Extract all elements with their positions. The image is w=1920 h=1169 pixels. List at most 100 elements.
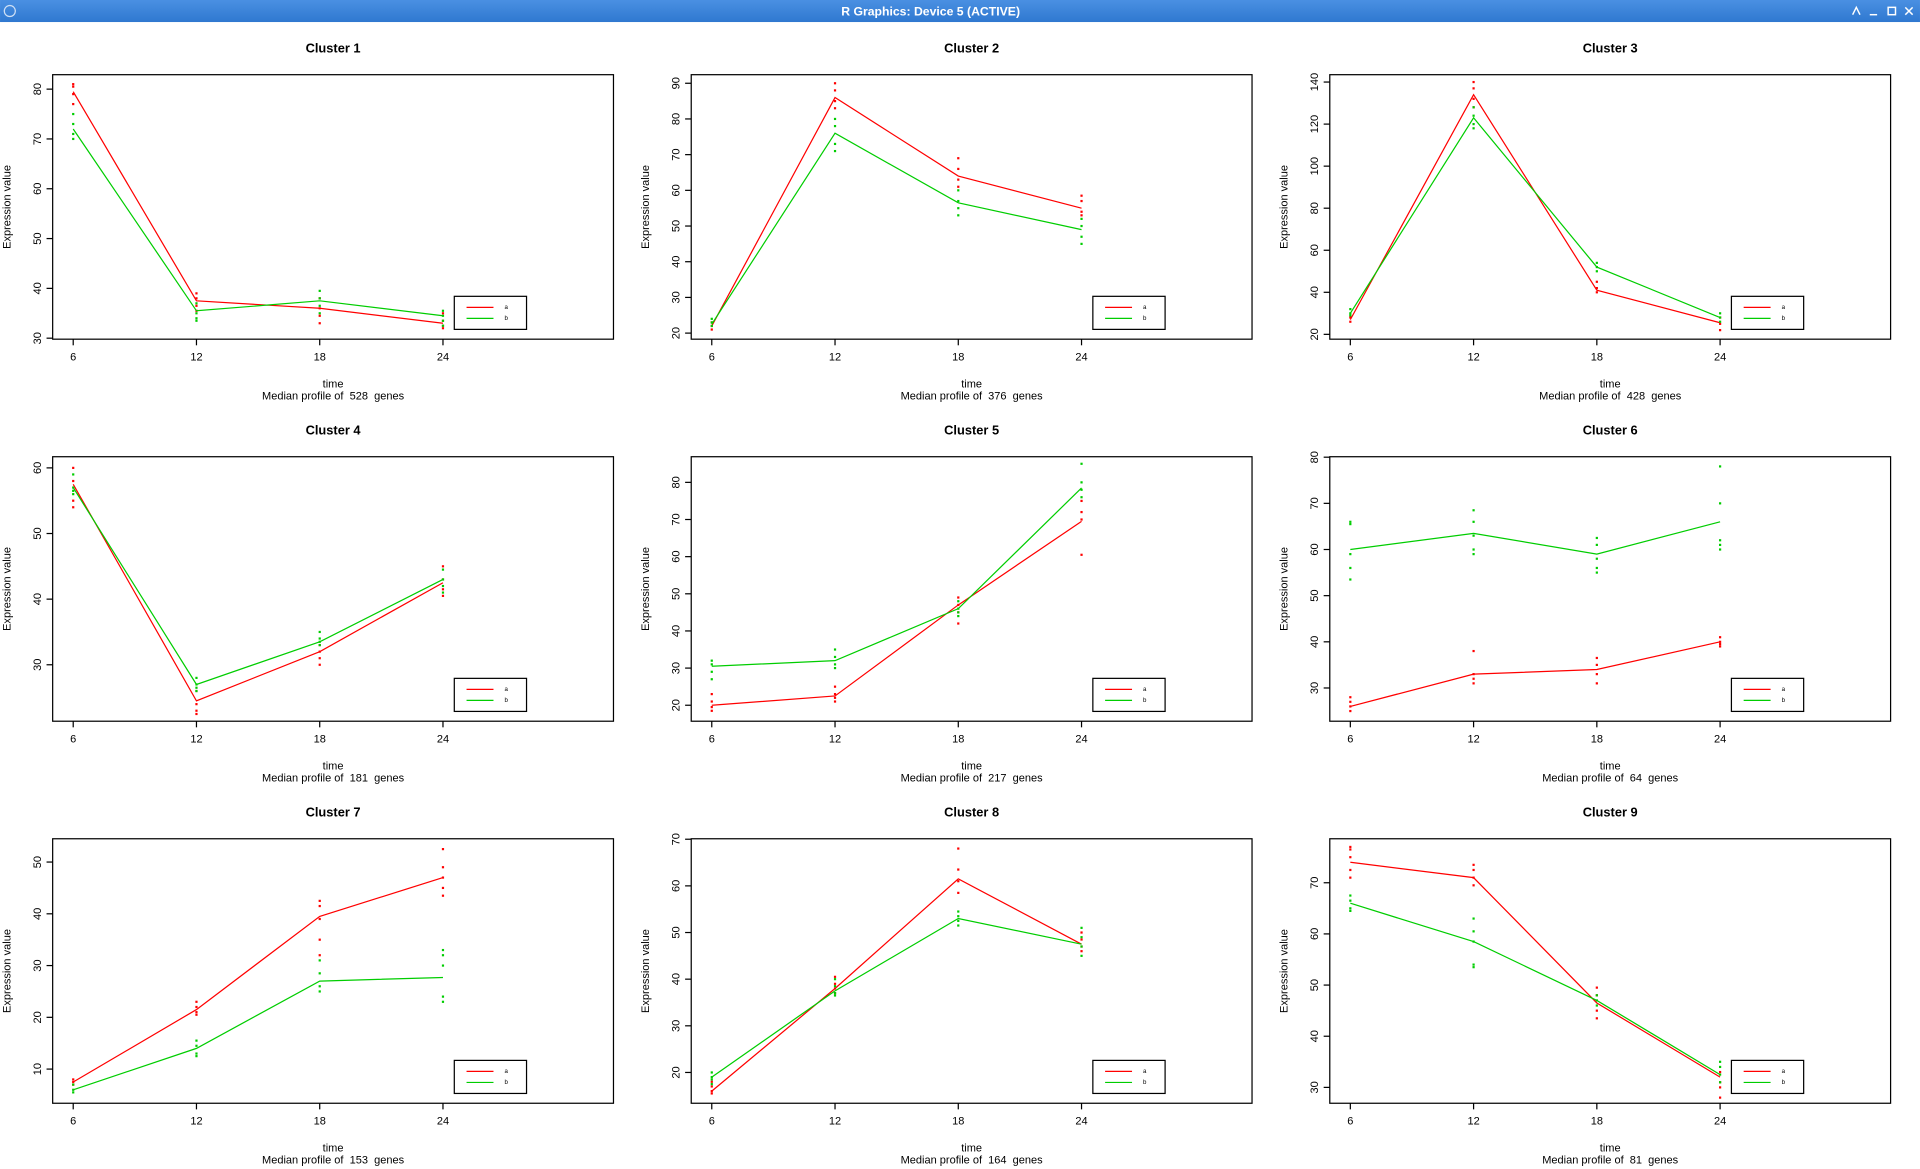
gene-point (710, 1090, 713, 1093)
x-tick-label: 6 (709, 733, 715, 745)
gene-point (318, 972, 321, 975)
y-tick-label: 20 (670, 327, 682, 339)
gene-point (441, 1000, 445, 1003)
gene-point (1718, 1065, 1722, 1069)
gene-point (1472, 868, 1475, 872)
y-tick-label: 70 (1309, 497, 1321, 509)
y-tick-label: 50 (670, 926, 682, 938)
y-axis-label: Expression value (1278, 547, 1290, 631)
gene-point (1349, 700, 1352, 703)
legend-box (453, 1059, 528, 1095)
legend-label: a (1782, 304, 1786, 311)
gene-point (1349, 316, 1352, 319)
y-tick-label: 20 (32, 1011, 44, 1023)
gene-point (1080, 510, 1083, 514)
gene-point (1080, 462, 1083, 465)
gene-point (710, 1092, 713, 1095)
gene-point (1595, 994, 1598, 997)
gene-point (195, 302, 198, 305)
x-tick-label: 6 (1347, 733, 1353, 745)
gene-point (1718, 548, 1722, 551)
gene-point (1349, 856, 1352, 859)
y-tick-label: 20 (670, 699, 682, 711)
gene-point (1080, 224, 1083, 228)
gene-point (833, 663, 837, 666)
chart-title: Cluster 3 (1583, 40, 1638, 55)
gene-point (195, 319, 198, 322)
close-button[interactable] (1904, 6, 1914, 16)
legend-label: a (1782, 686, 1786, 693)
gene-point (1718, 543, 1722, 546)
gene-point (833, 992, 837, 995)
y-tick-label: 60 (32, 462, 44, 474)
gene-point (1595, 1017, 1598, 1020)
maximize-button[interactable] (1887, 6, 1897, 16)
gene-point (1080, 945, 1083, 948)
window-controls[interactable] (1851, 5, 1914, 16)
gene-point (318, 904, 321, 908)
y-tick-label: 90 (670, 77, 682, 89)
gene-point (1472, 917, 1475, 920)
gene-point (318, 917, 321, 921)
y-tick-label: 120 (1309, 115, 1321, 133)
gene-point (1349, 520, 1352, 523)
gene-point (1349, 876, 1352, 879)
y-tick-label: 80 (670, 476, 682, 488)
y-tick-label: 40 (32, 593, 44, 605)
legend-label: b (504, 697, 508, 704)
gene-point (195, 1013, 198, 1016)
x-tick-label: 24 (1075, 351, 1087, 363)
gene-point (710, 705, 713, 709)
x-tick-label: 24 (1714, 733, 1726, 745)
legend-label: a (1143, 686, 1147, 693)
y-tick-label: 50 (670, 588, 682, 600)
median-line (72, 876, 444, 1083)
y-tick-label: 60 (1309, 543, 1321, 555)
y-tick-label: 30 (32, 659, 44, 671)
x-tick-label: 18 (1591, 1116, 1603, 1128)
gene-point (195, 1052, 198, 1055)
gene-point (195, 709, 198, 712)
gene-point (441, 894, 445, 897)
median-line (1350, 902, 1721, 1076)
gene-point (195, 712, 198, 716)
y-tick-label: 70 (670, 513, 682, 525)
legend-box (453, 295, 528, 330)
gene-point (1349, 308, 1352, 311)
gene-point (318, 899, 321, 902)
legend-label: b (1143, 697, 1147, 704)
gene-point (1595, 291, 1598, 294)
gene-point (72, 1091, 75, 1094)
gene-point (72, 506, 75, 509)
gene-point (957, 600, 960, 603)
y-tick-label: 140 (1309, 73, 1321, 91)
gene-point (1472, 884, 1475, 887)
gene-point (1080, 199, 1083, 203)
x-tick-label: 18 (1591, 351, 1603, 363)
raise-button[interactable] (1851, 5, 1861, 16)
gene-point (1080, 488, 1083, 491)
y-tick-label: 30 (670, 662, 682, 674)
chart-title: Cluster 7 (306, 804, 361, 819)
x-tick-label: 12 (829, 733, 841, 745)
window-title: R Graphics: Device 5 (ACTIVE) (841, 4, 1020, 18)
x-tick-label: 6 (70, 733, 76, 745)
y-axis-label: Expression value (640, 547, 652, 631)
legend-box (1730, 295, 1805, 330)
x-tick-label: 12 (829, 1116, 841, 1128)
x-axis-label: time (961, 378, 982, 390)
gene-point (441, 594, 445, 597)
gene-point (1080, 950, 1083, 953)
y-tick-label: 50 (1309, 979, 1321, 991)
gene-point (1472, 677, 1475, 680)
gene-point (318, 663, 321, 666)
gene-point (1080, 553, 1083, 556)
gene-point (441, 886, 445, 890)
gene-point (1349, 523, 1352, 526)
gene-point (1080, 926, 1083, 929)
gene-point (957, 614, 960, 618)
gene-point (1349, 909, 1352, 912)
gene-point (1718, 539, 1722, 542)
x-tick-label: 12 (190, 733, 202, 745)
gene-point (1595, 571, 1598, 574)
